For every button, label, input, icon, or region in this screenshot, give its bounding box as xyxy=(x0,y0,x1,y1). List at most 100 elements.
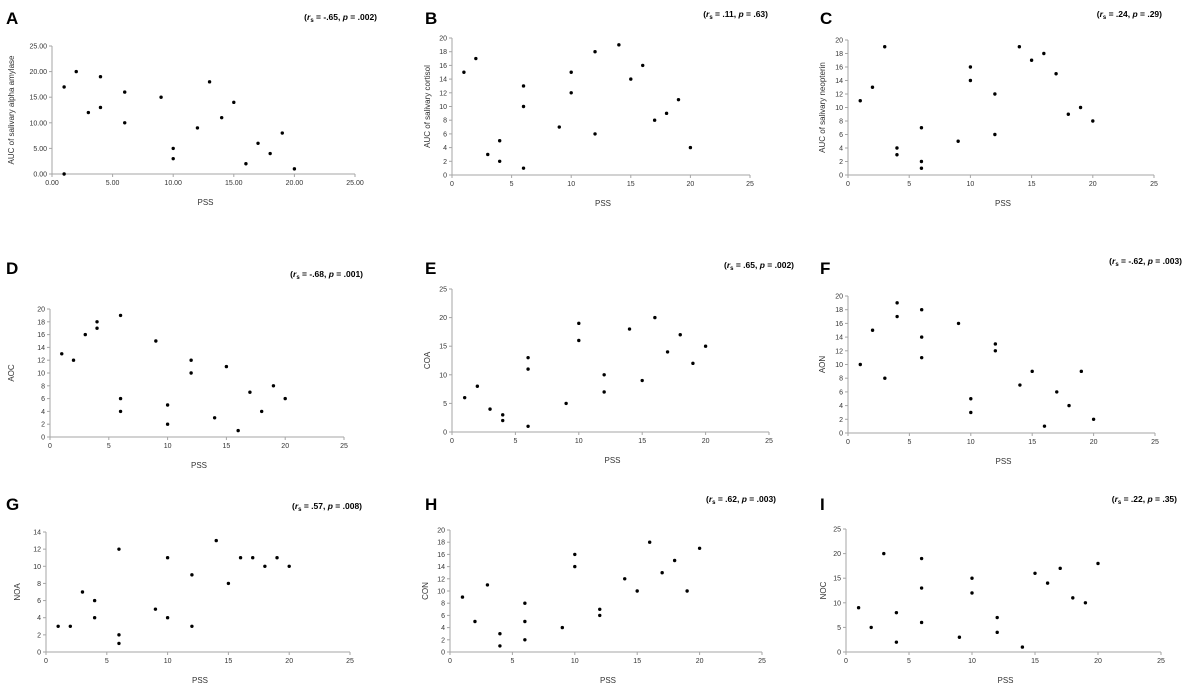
x-tick-label: 25 xyxy=(1151,439,1159,446)
y-tick-label: 14 xyxy=(33,530,41,537)
data-point xyxy=(86,110,91,115)
data-point xyxy=(1091,417,1096,421)
data-point xyxy=(678,333,682,337)
data-point xyxy=(1055,390,1059,394)
x-tick-label: 10 xyxy=(575,438,583,445)
y-tick-label: 8 xyxy=(839,376,843,383)
data-point xyxy=(236,428,240,433)
data-point xyxy=(271,384,276,388)
data-point xyxy=(68,624,73,628)
data-point xyxy=(71,358,76,362)
y-axis-label: AUC of salivary neopterin xyxy=(818,62,827,153)
y-tick-label: 0 xyxy=(41,435,45,442)
data-point xyxy=(1058,566,1062,571)
x-tick-label: 5 xyxy=(907,439,911,446)
data-point xyxy=(569,70,573,74)
x-tick-label: 0 xyxy=(450,438,454,445)
data-point xyxy=(968,78,973,83)
y-tick-label: 0 xyxy=(837,650,841,657)
data-point xyxy=(526,424,530,428)
data-point xyxy=(238,556,243,560)
data-point xyxy=(154,339,158,343)
panel-b: B (rs = .11, p = .63) 0 5 10 15 20 25 0 2 4 6 8 10 12 1… xyxy=(423,9,768,208)
data-point xyxy=(957,635,962,639)
data-point xyxy=(557,125,561,129)
y-tick-label: 18 xyxy=(439,49,447,56)
data-point xyxy=(573,552,577,557)
y-tick-label: 18 xyxy=(437,540,445,547)
data-point xyxy=(919,586,924,590)
x-tick-label: 5 xyxy=(510,181,514,188)
x-tick-label: 5 xyxy=(510,658,514,665)
y-tick-label: 25 xyxy=(439,287,447,294)
y-tick-label: 8 xyxy=(443,118,447,125)
x-tick-label: 15 xyxy=(225,658,233,665)
data-point xyxy=(523,601,527,605)
y-tick-label: 20 xyxy=(439,36,447,43)
x-tick-label: 20.00 xyxy=(286,180,304,187)
y-tick-label: 5.00 xyxy=(33,146,47,153)
data-point xyxy=(1066,112,1071,116)
correlation-stat: (rs = .22, p = .35) xyxy=(1112,494,1177,506)
data-point xyxy=(564,401,568,406)
y-tick-label: 6 xyxy=(441,613,445,620)
data-point xyxy=(526,367,530,371)
x-tick-label: 25 xyxy=(746,181,754,188)
y-tick-label: 16 xyxy=(37,332,45,339)
x-tick-label: 20 xyxy=(1094,658,1102,665)
x-tick-label: 0 xyxy=(846,439,850,446)
panel-letter: G xyxy=(6,495,19,514)
data-point xyxy=(60,352,64,356)
x-tick-label: 20 xyxy=(1090,439,1098,446)
panel-letter: I xyxy=(820,495,825,514)
data-point xyxy=(919,556,924,561)
y-tick-label: 8 xyxy=(441,601,445,608)
data-point xyxy=(92,616,97,620)
data-point xyxy=(189,358,193,362)
data-point xyxy=(460,595,465,599)
correlation-stat: (rs = -.65, p = .002) xyxy=(304,12,377,24)
data-point xyxy=(474,56,478,61)
data-point xyxy=(598,613,602,618)
x-tick-label: 10 xyxy=(967,181,975,188)
data-point xyxy=(1033,571,1037,575)
data-point xyxy=(569,91,573,95)
y-tick-label: 10 xyxy=(33,564,41,571)
x-tick-label: 0 xyxy=(44,658,48,665)
panel-c: C (rs = .24, p = .29) 0 5 10 15 20 25 0 2 4 6 8 10 12 1… xyxy=(818,9,1162,208)
y-tick-label: 12 xyxy=(37,358,45,365)
x-tick-label: 10 xyxy=(571,658,579,665)
data-point xyxy=(473,619,477,624)
data-point xyxy=(123,121,127,125)
x-axis-label: PSS xyxy=(192,676,208,685)
y-tick-label: 0 xyxy=(443,430,447,437)
data-point xyxy=(498,644,502,648)
y-tick-label: 12 xyxy=(437,576,445,583)
y-tick-label: 20 xyxy=(835,294,843,301)
x-tick-label: 10 xyxy=(164,443,172,450)
data-point xyxy=(171,156,175,161)
data-point xyxy=(1096,561,1100,566)
data-point xyxy=(598,607,602,611)
data-point xyxy=(117,641,121,646)
correlation-stat: (rs = -.68, p = .001) xyxy=(290,269,363,281)
y-tick-label: 15 xyxy=(439,344,447,351)
x-tick-label: 0 xyxy=(844,658,848,665)
y-axis-label: AON xyxy=(818,356,827,374)
data-point xyxy=(1054,72,1058,76)
data-point xyxy=(153,607,158,611)
data-point xyxy=(858,362,862,367)
data-point xyxy=(993,349,998,353)
y-tick-label: 4 xyxy=(839,146,843,153)
y-tick-label: 2 xyxy=(839,417,843,424)
x-tick-label: 5 xyxy=(513,438,517,445)
y-tick-label: 0 xyxy=(441,650,445,657)
data-point xyxy=(159,95,163,99)
x-tick-label: 15 xyxy=(1028,181,1036,188)
y-tick-label: 20 xyxy=(835,38,843,45)
data-point xyxy=(653,315,657,320)
y-tick-label: 10 xyxy=(439,104,447,111)
data-point xyxy=(1017,45,1022,49)
y-tick-label: 25.00 xyxy=(29,44,47,51)
x-tick-label: 20 xyxy=(687,181,695,188)
